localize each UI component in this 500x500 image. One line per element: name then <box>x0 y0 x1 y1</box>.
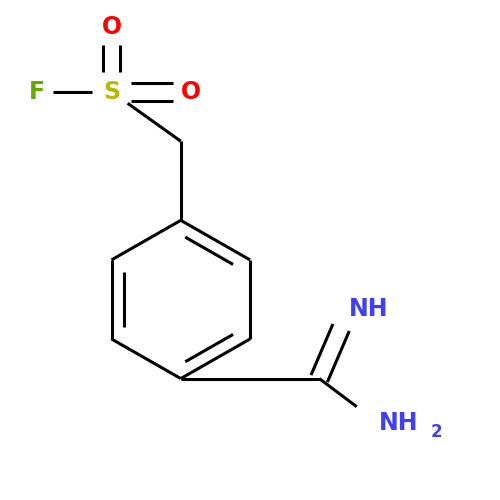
Text: S: S <box>103 80 120 104</box>
Text: 2: 2 <box>430 423 442 441</box>
Text: NH: NH <box>378 411 418 435</box>
Text: NH: NH <box>349 298 389 322</box>
Text: F: F <box>30 80 46 104</box>
Text: O: O <box>180 80 201 104</box>
Text: O: O <box>102 16 121 40</box>
